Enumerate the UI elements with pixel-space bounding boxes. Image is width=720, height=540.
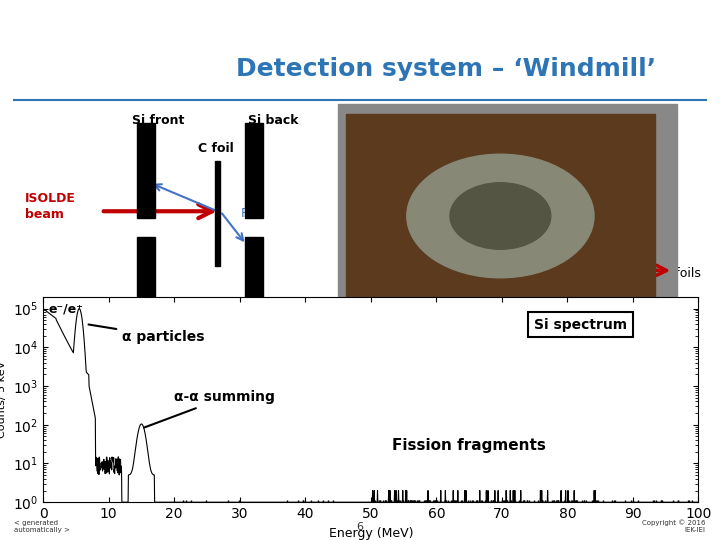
Text: α-α summing: α-α summing [144, 390, 275, 428]
Text: e⁻/e⁺: e⁻/e⁺ [49, 302, 84, 315]
Y-axis label: Counts/ 5 keV: Counts/ 5 keV [0, 361, 7, 438]
Bar [137, 238, 155, 313]
Text: Si back: Si back [248, 114, 299, 127]
Text: Si detectors: Si detectors [578, 114, 662, 127]
Bar [346, 114, 655, 318]
Text: C-foils: C-foils [662, 267, 701, 280]
Bar [137, 123, 155, 218]
Text: < generated
automatically >: < generated automatically > [14, 520, 71, 533]
Text: Copyright © 2016
IEK-IEI: Copyright © 2016 IEK-IEI [642, 519, 706, 534]
Circle shape [450, 183, 551, 249]
Text: ²⁴¹Am: ²⁴¹Am [547, 240, 582, 253]
Bar [245, 123, 263, 218]
Text: FF: FF [241, 207, 256, 220]
Text: C foil: C foil [198, 143, 234, 156]
Text: Si front: Si front [132, 114, 184, 127]
Text: Fission fragments: Fission fragments [392, 437, 546, 453]
Text: α particles: α particles [89, 325, 204, 343]
Text: 6: 6 [356, 522, 364, 531]
Bar [215, 161, 220, 266]
Bar [338, 104, 677, 323]
X-axis label: Energy (MeV): Energy (MeV) [328, 526, 413, 539]
Circle shape [407, 154, 594, 278]
Text: ISOLDE
beam: ISOLDE beam [25, 192, 76, 221]
Bar [245, 238, 263, 313]
Text: Si spectrum: Si spectrum [534, 318, 627, 332]
Text: Detection system – ‘Windmill’: Detection system – ‘Windmill’ [236, 57, 657, 81]
